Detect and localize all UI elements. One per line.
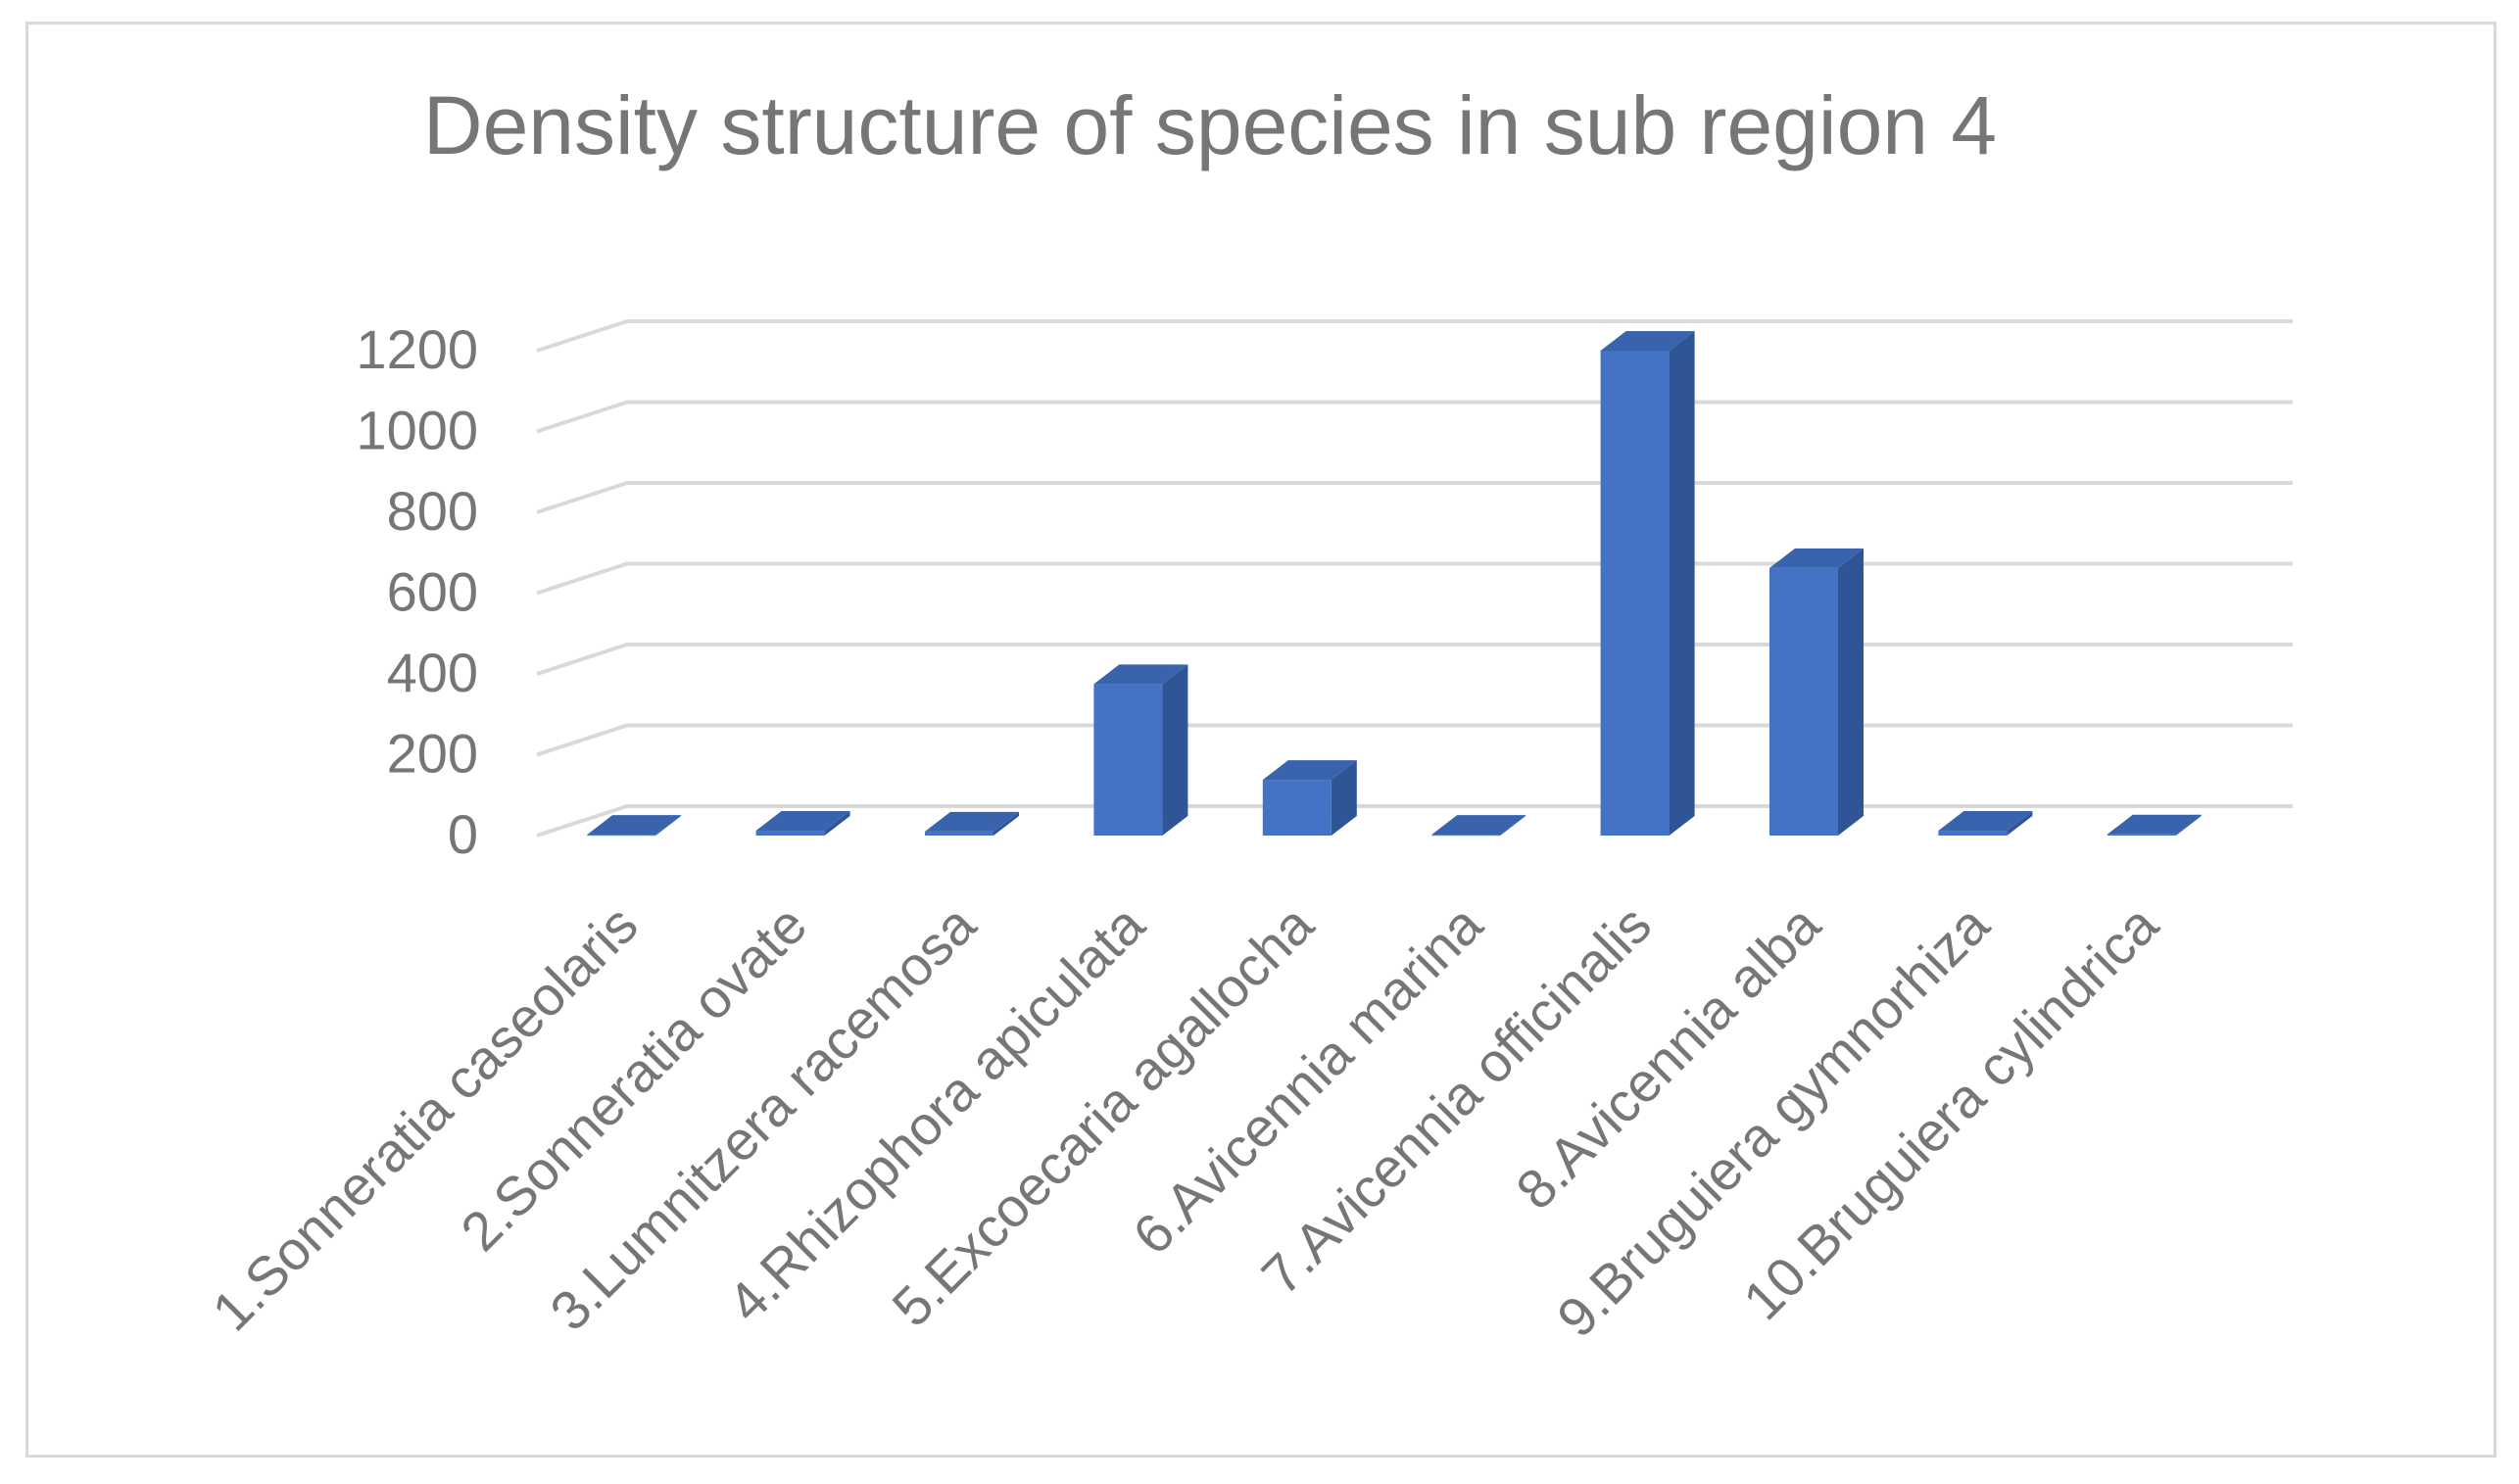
- bar-side: [1500, 815, 1526, 836]
- chart-frame: [25, 22, 2496, 1458]
- bar-side: [655, 815, 682, 836]
- bar: [925, 811, 1019, 836]
- y-tick-label: 0: [448, 803, 478, 865]
- bar-front: [1431, 835, 1501, 837]
- bar: [2107, 814, 2202, 836]
- bar-top: [1600, 331, 1695, 351]
- bar-top: [925, 811, 1019, 832]
- y-tick-label: 400: [387, 642, 478, 703]
- bar-side: [2175, 814, 2202, 836]
- gridline: [536, 400, 2293, 434]
- y-tick-label: 1200: [356, 318, 478, 380]
- bar-front: [1938, 831, 2008, 836]
- bar-front: [1262, 780, 1332, 836]
- gridline: [536, 804, 2293, 838]
- y-tick-label: 600: [387, 561, 478, 623]
- bar-side: [1162, 664, 1188, 836]
- x-category-label: 8.Avicennia alba: [1504, 892, 1832, 1221]
- bar: [1600, 331, 1695, 836]
- gridline: [536, 723, 2293, 757]
- bar-side: [2007, 811, 2033, 836]
- y-tick-label: 200: [387, 723, 478, 785]
- bar: [1769, 548, 1864, 836]
- bar: [587, 815, 682, 837]
- y-tick-label: 800: [387, 480, 478, 542]
- bar-top: [755, 811, 850, 832]
- bar-side: [1331, 760, 1357, 836]
- bar: [755, 811, 850, 836]
- bar-top: [1431, 815, 1526, 836]
- bar-side: [1838, 548, 1864, 836]
- y-axis-tick-labels: 0 200 400 600 800 1000 1200: [356, 318, 478, 865]
- bar-front: [587, 835, 656, 837]
- bar: [1431, 815, 1526, 837]
- gridline: [536, 643, 2293, 676]
- bar: [1938, 811, 2033, 836]
- y-tick-label: 1000: [356, 400, 478, 461]
- bar-front: [1093, 684, 1163, 836]
- gridlines: [536, 319, 2293, 838]
- bar-front: [1769, 567, 1838, 836]
- bar-top: [1938, 811, 2033, 832]
- bar-top: [1769, 548, 1864, 568]
- bars: [587, 331, 2202, 837]
- gridline: [536, 561, 2293, 596]
- bar-top: [1093, 664, 1188, 685]
- bar: [1093, 664, 1188, 836]
- bar-front: [2107, 834, 2176, 836]
- bar-side: [1669, 331, 1695, 836]
- gridline: [536, 319, 2293, 353]
- bar-front: [755, 831, 825, 836]
- bar-front: [925, 831, 993, 836]
- bar: [1262, 760, 1357, 836]
- bar-front: [1600, 351, 1670, 836]
- bar-top: [1262, 760, 1357, 781]
- bar-side: [993, 811, 1019, 836]
- bar-top: [587, 815, 682, 836]
- bar-top: [2107, 814, 2202, 835]
- gridline: [536, 481, 2293, 514]
- bar-side: [824, 811, 850, 836]
- chart-title: Density structure of species in sub regi…: [422, 79, 1998, 171]
